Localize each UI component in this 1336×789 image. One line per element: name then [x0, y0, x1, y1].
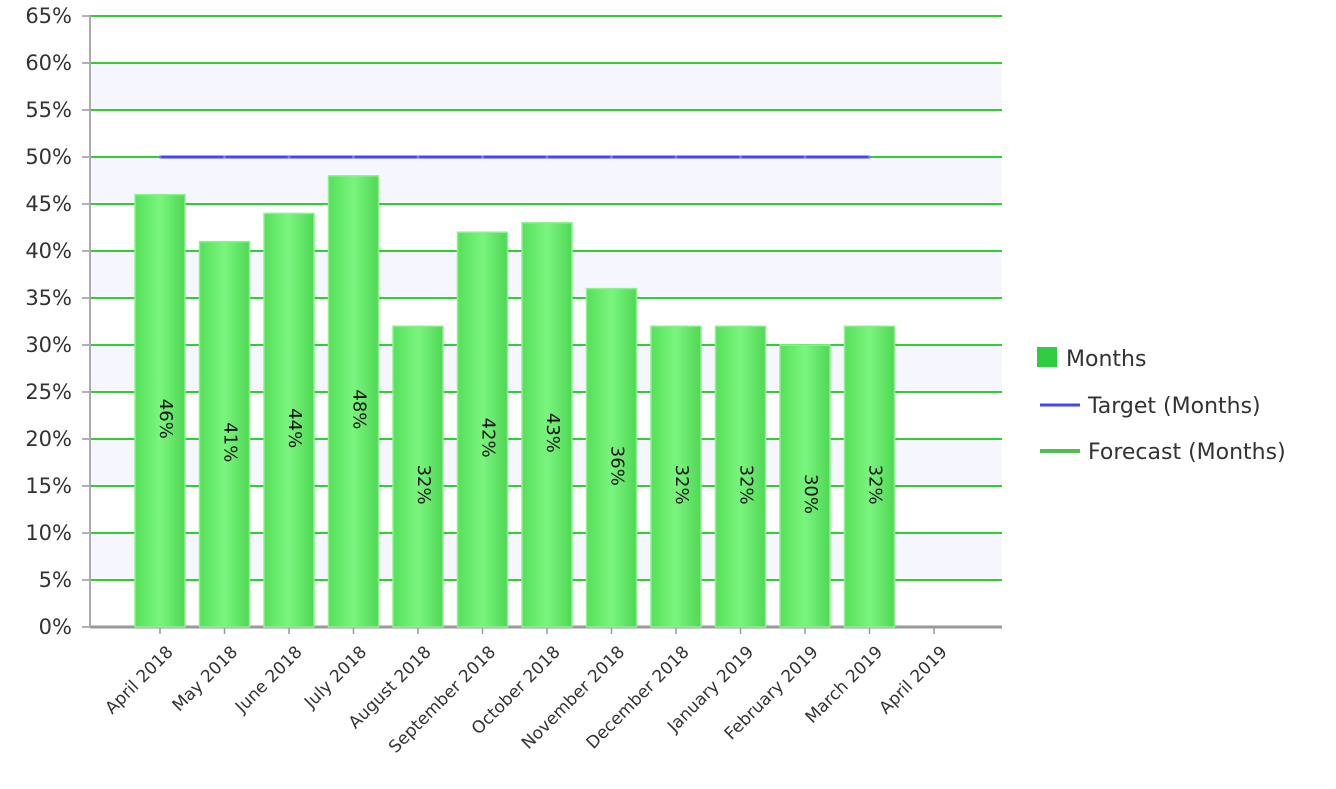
target-point [481, 155, 484, 159]
y-tick-label: 60% [25, 51, 72, 75]
y-tick-label: 10% [25, 521, 72, 545]
y-axis-labels: 0% 5% 10% 15% 20% 25% 30% 35% 40% 45% 50% 55% 60% 65% [25, 4, 72, 639]
bar-data-label: 46% [155, 399, 176, 439]
legend-label-target: Target (Months) [1087, 394, 1261, 419]
bar-data-label: 42% [478, 418, 499, 458]
bar-data-label: 32% [413, 465, 434, 505]
target-point [352, 155, 355, 159]
bar [198, 240, 251, 628]
y-tick-label: 40% [25, 239, 72, 263]
bar-data-label: 48% [349, 389, 370, 429]
bar [327, 175, 380, 628]
y-tick-label: 0% [39, 615, 72, 639]
target-point [158, 155, 162, 159]
bar-data-label: 41% [220, 422, 241, 462]
y-tick-label: 45% [25, 192, 72, 216]
y-tick-label: 30% [25, 333, 72, 357]
x-tick-label: May 2018 [169, 642, 242, 715]
data-labels: 46% 41% 44% 48% 32% 42% 43% 36% 32% 32% 30% 32% [155, 389, 886, 514]
bar [843, 325, 896, 628]
bar [585, 287, 638, 628]
y-tick-label: 15% [25, 474, 72, 498]
target-point [610, 155, 613, 159]
target-point [223, 155, 226, 159]
target-point [287, 155, 291, 159]
legend-swatch-months [1037, 347, 1057, 367]
y-tick-label: 55% [25, 98, 72, 122]
bar-data-label: 30% [800, 474, 821, 514]
bar [650, 325, 702, 628]
y-tick-label: 5% [39, 568, 72, 592]
bar-data-label: 43% [542, 413, 563, 453]
x-tick-label: September 2018 [385, 642, 500, 757]
target-point [739, 155, 742, 159]
x-tick-label: June 2018 [231, 642, 306, 717]
y-tick-label: 25% [25, 380, 72, 404]
target-point [674, 155, 678, 159]
target-point [803, 155, 807, 159]
bar-data-label: 32% [671, 465, 692, 505]
bar [779, 344, 831, 628]
bar-data-label: 36% [607, 446, 628, 486]
bar [521, 222, 573, 628]
legend: Months Target (Months) Forecast (Months) [1037, 347, 1286, 465]
y-tick-label: 20% [25, 427, 72, 451]
plot-band [90, 63, 1002, 110]
legend-label-months: Months [1066, 347, 1146, 372]
legend-label-forecast: Forecast (Months) [1088, 440, 1286, 465]
bar [714, 325, 767, 628]
x-tick-label: April 2019 [875, 642, 951, 718]
bar [392, 325, 444, 628]
bar-data-label: 32% [865, 465, 886, 505]
y-tick-label: 35% [25, 286, 72, 310]
bar [263, 212, 315, 628]
bar-data-label: 44% [284, 408, 305, 448]
bars [134, 175, 896, 628]
bar [456, 231, 509, 628]
plot-band [90, 157, 1002, 204]
bar [134, 193, 186, 628]
lines [158, 155, 871, 159]
y-tick-label: 65% [25, 4, 72, 28]
y-tick-label: 50% [25, 145, 72, 169]
x-tick-label: April 2018 [101, 642, 177, 718]
bar-data-label: 32% [736, 465, 757, 505]
target-point [416, 155, 420, 159]
target-point [545, 155, 549, 159]
target-point [868, 155, 871, 159]
